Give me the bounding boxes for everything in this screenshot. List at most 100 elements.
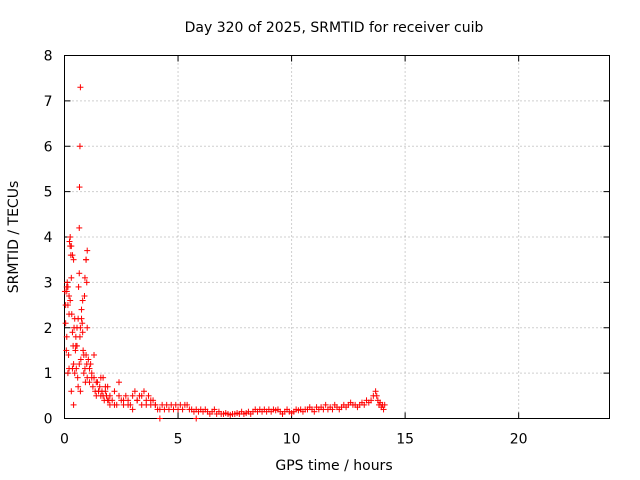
x-tick-label: 5 xyxy=(174,432,183,448)
data-point xyxy=(380,406,387,413)
y-tick-label: 3 xyxy=(44,275,53,291)
data-point xyxy=(64,283,71,290)
y-tick-label: 2 xyxy=(44,321,53,337)
data-point xyxy=(70,256,77,263)
data-points xyxy=(61,84,388,422)
data-point xyxy=(66,292,73,299)
data-point xyxy=(79,320,86,327)
data-point xyxy=(381,401,388,408)
data-point xyxy=(104,397,111,404)
data-point xyxy=(179,406,186,413)
y-tick-label: 4 xyxy=(44,230,53,246)
data-point xyxy=(76,224,83,231)
data-point xyxy=(122,392,129,399)
x-tick-label: 15 xyxy=(396,432,414,448)
data-point xyxy=(74,374,81,381)
y-tick-label: 6 xyxy=(44,139,53,155)
y-tick-label: 0 xyxy=(44,412,53,428)
data-point xyxy=(76,184,83,191)
data-point xyxy=(87,361,94,368)
y-tick-label: 7 xyxy=(44,94,53,110)
data-point xyxy=(62,320,69,327)
data-point xyxy=(140,388,147,395)
data-point xyxy=(96,383,103,390)
y-tick-label: 8 xyxy=(44,49,53,65)
data-point xyxy=(63,288,70,295)
data-point xyxy=(111,388,118,395)
data-point xyxy=(77,388,84,395)
x-tick-label: 20 xyxy=(510,432,528,448)
data-point xyxy=(102,383,109,390)
x-tick-label: 10 xyxy=(283,432,301,448)
data-point xyxy=(63,333,70,340)
x-tick-label: 0 xyxy=(60,432,69,448)
data-point xyxy=(211,406,218,413)
data-point xyxy=(80,370,87,377)
data-point xyxy=(69,365,76,372)
x-axis-label: GPS time / hours xyxy=(275,458,392,474)
data-point xyxy=(81,292,88,299)
data-point xyxy=(93,379,100,386)
data-point xyxy=(76,143,83,150)
data-point xyxy=(129,392,136,399)
data-point xyxy=(131,388,138,395)
data-point xyxy=(66,311,73,318)
data-point xyxy=(91,351,98,358)
data-point xyxy=(83,256,90,263)
data-point xyxy=(84,324,91,331)
data-point xyxy=(322,401,329,408)
data-point xyxy=(62,302,69,309)
data-point xyxy=(79,329,86,336)
data-point xyxy=(70,361,77,368)
data-point xyxy=(84,247,91,254)
data-point xyxy=(111,401,118,408)
data-point xyxy=(73,324,80,331)
data-point xyxy=(71,370,78,377)
data-point xyxy=(95,388,102,395)
data-point xyxy=(76,270,83,277)
data-point xyxy=(80,351,87,358)
data-point xyxy=(68,274,75,281)
data-point xyxy=(70,401,77,408)
data-point xyxy=(147,397,154,404)
data-point xyxy=(184,401,191,408)
data-point xyxy=(116,379,122,386)
y-tick-label: 5 xyxy=(44,185,53,201)
data-point xyxy=(68,388,75,395)
data-point xyxy=(76,333,83,340)
data-point xyxy=(77,356,84,363)
data-point xyxy=(372,388,379,395)
data-point xyxy=(67,234,74,240)
data-point xyxy=(106,392,113,399)
data-point xyxy=(134,397,141,404)
data-point xyxy=(75,383,82,390)
grid-lines xyxy=(64,55,610,419)
data-point xyxy=(193,415,200,422)
data-point xyxy=(63,347,70,354)
data-point xyxy=(86,365,93,372)
data-point xyxy=(86,379,93,386)
data-point xyxy=(81,274,88,281)
data-point xyxy=(85,356,92,363)
data-point xyxy=(79,297,86,304)
data-point xyxy=(68,243,75,250)
data-point xyxy=(64,370,71,377)
data-point xyxy=(125,401,132,408)
data-point xyxy=(143,401,150,408)
data-point xyxy=(78,306,85,313)
data-point xyxy=(100,392,107,399)
tick-labels: 0 5 10 15 20 0 1 2 3 4 5 6 7 8 xyxy=(44,49,528,448)
data-point xyxy=(88,374,95,381)
data-point xyxy=(361,401,368,408)
data-point xyxy=(69,252,76,259)
data-point xyxy=(145,392,152,399)
data-point xyxy=(75,283,82,290)
data-point xyxy=(69,329,76,336)
data-point xyxy=(83,279,90,286)
data-point xyxy=(311,408,318,415)
data-point xyxy=(76,361,83,368)
data-point xyxy=(97,374,104,381)
data-point xyxy=(129,406,136,413)
data-point xyxy=(65,351,72,358)
